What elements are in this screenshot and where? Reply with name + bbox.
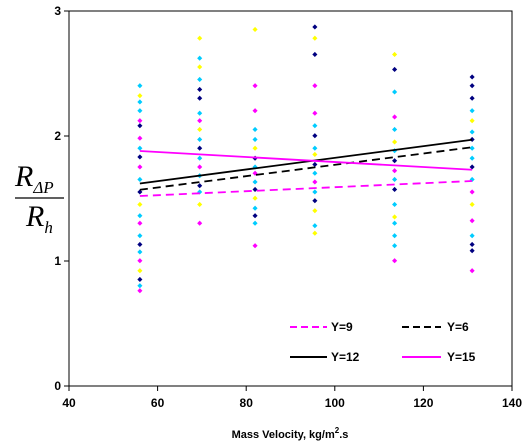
scatter-points [137, 24, 475, 294]
y-label-numerator: RΔP [14, 160, 54, 197]
scatter-point [312, 198, 318, 204]
trend-line-y12 [139, 138, 473, 185]
scatter-point [469, 233, 475, 239]
x-tick-label: 140 [502, 396, 522, 410]
scatter-point [392, 176, 398, 183]
scatter-point [392, 158, 398, 164]
trend-line-y9 [139, 180, 473, 197]
scatter-point [469, 155, 475, 161]
y-axis-label: RΔP Rh [14, 160, 64, 237]
scatter-point [392, 201, 398, 208]
scatter-point [137, 176, 143, 183]
scatter-point [392, 214, 398, 220]
scatter-point [197, 220, 203, 226]
scatter-point [137, 241, 143, 248]
trend-lines [139, 138, 473, 197]
scatter-point [252, 195, 258, 201]
scatter-point [392, 258, 398, 264]
plot-area [68, 10, 513, 387]
scatter-point [312, 230, 318, 236]
scatter-point [137, 258, 143, 264]
scatter-point [252, 136, 258, 143]
y-tick-label: 1 [54, 254, 61, 268]
scatter-point [312, 189, 318, 195]
scatter-point [469, 218, 475, 224]
scatter-point [197, 145, 203, 151]
scatter-point [252, 220, 258, 226]
scatter-point [137, 213, 143, 219]
legend-label-y6: Y=6 [447, 320, 469, 334]
scatter-point [197, 201, 203, 208]
x-tick-label: 120 [413, 396, 433, 410]
scatter-point [197, 126, 203, 133]
scatter-point [469, 248, 475, 254]
scatter-point [252, 213, 258, 219]
scatter-point [392, 126, 398, 133]
scatter-point [469, 164, 475, 170]
trend-line-y15 [139, 150, 473, 171]
scatter-point [137, 249, 143, 255]
scatter-point [392, 243, 398, 249]
y-label-denominator: Rh [25, 200, 53, 237]
x-tick-label: 80 [240, 396, 254, 410]
x-tick-label: 40 [62, 396, 76, 410]
scatter-point [197, 164, 203, 170]
scatter-point [137, 145, 143, 151]
axis-ticks: 40 60 80 100 120 140 0 1 2 3 [54, 4, 522, 410]
scatter-point [137, 288, 143, 294]
y-tick-label: 2 [54, 129, 61, 143]
scatter-point [252, 186, 258, 193]
scatter-point [392, 186, 398, 193]
legend: Y=9 Y=6 Y=12 Y=15 [290, 320, 476, 364]
scatter-point [312, 170, 318, 176]
scatter-point [137, 135, 143, 141]
legend-label-y9: Y=9 [331, 320, 353, 334]
scatter-point [137, 154, 143, 160]
scatter-point [252, 243, 258, 249]
scatter-point [137, 201, 143, 208]
scatter-point [137, 283, 143, 289]
scatter-point [137, 268, 143, 274]
scatter-point [392, 139, 398, 145]
scatter-point [137, 220, 143, 226]
scatter-point [252, 126, 258, 133]
trend-line-y6 [139, 146, 473, 191]
legend-label-y15: Y=15 [447, 350, 476, 364]
scatter-point [197, 155, 203, 161]
legend-label-y12: Y=12 [331, 350, 360, 364]
scatter-point [469, 201, 475, 208]
scatter-point [252, 145, 258, 151]
scatter-point [312, 133, 318, 139]
scatter-point [392, 168, 398, 174]
scatter-point [312, 161, 318, 168]
scatter-point [469, 241, 475, 248]
scatter-point [392, 220, 398, 226]
scatter-point [469, 189, 475, 195]
scatter-point [197, 136, 203, 143]
scatter-point [469, 145, 475, 151]
scatter-point [137, 189, 143, 195]
scatter-point [469, 268, 475, 274]
scatter-point [137, 233, 143, 239]
scatter-point [197, 183, 203, 189]
scatter-point [312, 145, 318, 151]
scatter-point [312, 208, 318, 214]
scatter-point [312, 179, 318, 185]
scatter-point [137, 276, 143, 283]
x-axis-title: Mass Velocity, kg/m2.s [232, 426, 349, 441]
scatter-point [312, 151, 318, 158]
y-tick-label: 0 [54, 379, 61, 393]
scatter-point [469, 129, 475, 135]
scatter-point [312, 223, 318, 229]
scatter-point [392, 233, 398, 239]
y-tick-label: 3 [54, 4, 61, 18]
scatter-point [252, 179, 258, 185]
x-tick-label: 100 [325, 396, 345, 410]
scatter-point [252, 205, 258, 211]
x-tick-label: 60 [151, 396, 165, 410]
scatter-point [137, 164, 143, 170]
